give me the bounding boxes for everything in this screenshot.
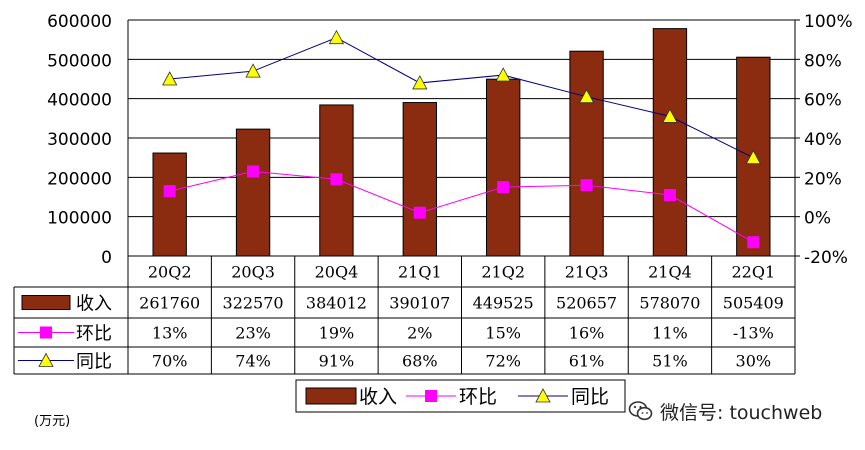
table-cell: 70% [152,352,188,371]
marker-同比-21Q4 [662,108,678,123]
table-cell: 578070 [639,294,700,313]
right-tick-label: -20% [804,248,848,268]
category-label: 21Q3 [565,263,609,282]
marker-环比-21Q4 [663,189,676,202]
right-tick-label: 80% [804,51,842,71]
bar-revenue-20Q3 [235,128,271,257]
legend-label: 收入 [359,386,397,408]
bar-revenue-21Q3 [569,50,604,257]
left-tick-label: 300000 [47,130,112,150]
revenue-bars [152,28,771,257]
table-cell: 390107 [389,294,450,313]
marker-环比-22Q1 [747,236,760,249]
right-tick-label: 40% [804,130,842,150]
line-同比 [169,37,754,159]
table-key-收入 [21,295,71,310]
line-环比 [169,170,754,243]
legend-key-同比 [535,388,551,403]
bar-revenue-21Q1 [402,102,437,257]
unit-label: (万元) [34,414,71,429]
table-row-label: 收入 [76,294,112,315]
table-cell: 72% [485,352,521,371]
table-cell: 384012 [306,294,367,313]
marker-同比-20Q4 [328,29,345,45]
table-cell: 13% [152,324,188,343]
marker-环比-20Q2 [163,185,176,198]
category-label: 21Q2 [481,263,525,282]
table-key-同比 [38,352,54,367]
legend-label: 环比 [459,386,497,408]
category-label: 21Q1 [398,263,442,282]
marker-同比-20Q2 [162,71,178,86]
marker-环比-21Q1 [413,206,426,219]
table-key-环比 [40,326,52,339]
watermark-text: 微信号: touchweb [660,401,823,424]
left-tick-label: 600000 [47,12,112,32]
bar-revenue-21Q4 [652,28,688,257]
axes: 0 100000 200000 300000 400000 500000 600000 -20… [47,12,853,268]
bar-revenue-21Q2 [486,78,521,257]
table-cell: 30% [736,352,772,371]
table-row-label: 同比 [76,352,112,373]
legend-key-收入 [305,387,357,405]
marker-同比-21Q3 [578,88,595,104]
table-cell: 11% [652,324,688,343]
table-cell: 520657 [556,294,617,313]
left-tick-label: 0 [101,248,112,268]
gridlines [128,19,795,257]
table-cell: 449525 [473,294,534,313]
left-tick-label: 400000 [47,91,112,111]
table-cell: 23% [235,324,271,343]
table-cell: 91% [319,352,355,371]
category-label: 20Q2 [148,263,192,282]
table-cell: 19% [319,324,355,343]
table-cell: 16% [569,324,605,343]
legend-key-环比 [425,390,437,402]
marker-同比-20Q3 [245,63,261,78]
table-cell: 15% [485,324,521,343]
category-label: 20Q4 [315,263,359,282]
right-tick-label: 0% [804,209,831,229]
category-label: 22Q1 [731,263,775,282]
table-cell: -13% [733,324,774,343]
marker-同比-21Q2 [495,67,511,82]
marker-环比-20Q3 [247,165,260,178]
marker-同比-22Q1 [745,149,761,165]
marker-环比-21Q3 [580,179,593,192]
bar-revenue-20Q2 [152,152,187,257]
table-cell: 505409 [723,294,784,313]
table-cell: 68% [402,352,438,371]
table-cell: 322570 [223,294,284,313]
marker-同比-21Q1 [412,75,428,90]
table-cell: 74% [235,352,271,371]
right-tick-label: 60% [804,91,842,111]
table-cell: 261760 [139,294,200,313]
watermark: 微信号: touchweb [628,396,822,426]
category-label: 21Q4 [648,263,692,282]
data-table: 20Q2 20Q3 20Q4 21Q1 21Q2 21Q3 21Q4 22Q1 收入 261760… [13,255,796,375]
left-tick-label: 200000 [47,169,112,189]
table-cell: 2% [407,324,432,343]
category-label: 20Q3 [231,263,275,282]
legend-label: 同比 [571,386,609,408]
left-tick-label: 500000 [47,51,112,71]
ratio-lines [162,29,761,249]
wechat-icon [628,401,653,421]
left-tick-label: 100000 [47,209,112,229]
marker-环比-21Q2 [497,181,510,194]
table-cell: 51% [652,352,688,371]
table-cell: 61% [569,352,605,371]
legend: 收入 环比 同比 [295,379,626,413]
table-row-label: 环比 [76,324,112,345]
marker-环比-20Q4 [330,173,343,186]
right-tick-label: 100% [804,12,853,32]
right-tick-label: 20% [804,169,842,189]
